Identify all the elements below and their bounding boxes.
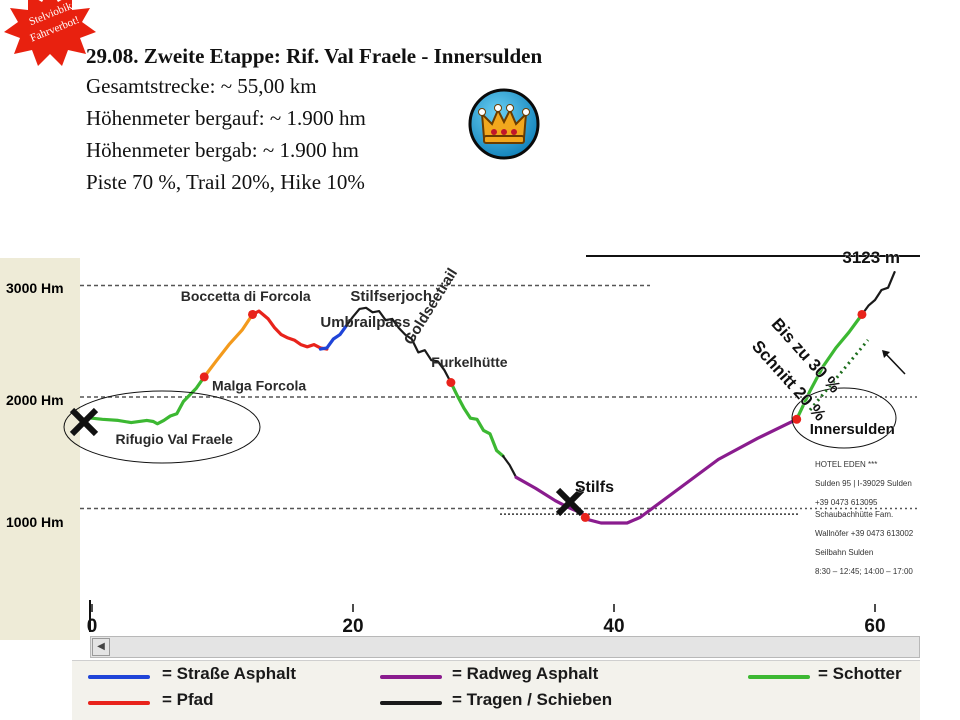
series-segment-9 [860,271,896,316]
legend-swatch-1 [380,675,442,679]
stat-ascent: Höhenmeter bergauf: ~ 1.900 hm [86,106,366,130]
stat-surface-mix: Piste 70 %, Trail 20%, Hike 10% [86,170,365,194]
crown-icon [468,88,540,160]
grid-lines [80,284,920,510]
series-segment-4 [345,306,452,384]
legend-label-2: = Schotter [818,664,902,683]
y-tick-label-1000: 1000 Hm [6,514,64,530]
series-segment-7 [514,417,799,525]
legend-label-4: = Tragen / Schieben [452,690,613,709]
waypoint-markers [199,309,867,522]
hotel-info-block: HOTEL EDEN *** Sulden 95 | I-39029 Sulden… [815,460,935,586]
x-tick-label-0: 0 [87,616,98,637]
x-axis-ticks: 0 20 40 60 [87,604,886,637]
series-segment-6 [502,455,518,479]
legend-swatch-3 [88,701,150,705]
hotel-info-line-4: Wallnöfer +39 0473 613002 [815,529,914,538]
annotation-1: Malga Forcola [212,377,306,393]
chart-frame [89,255,920,632]
chart-decorations [63,339,906,517]
legend-label-1: = Radweg Asphalt [452,664,599,683]
annotation-2: Rifugio Val Fraele [115,431,233,447]
hotel-info-line-1: Sulden 95 | I-39029 Sulden [815,479,912,488]
legend [72,660,920,720]
annotation-7: Stilfs [575,479,614,496]
legend-swatch-4 [380,701,442,705]
waypoint-marker-1 [248,309,258,319]
pointer-arrow [883,351,906,375]
legend-label-3: = Pfad [162,690,214,709]
hotel-info-line-0: HOTEL EDEN *** [815,460,878,469]
x-tick-label-40: 40 [603,616,624,637]
y-tick-label-2000: 2000 Hm [6,392,64,408]
hotel-info-line-6: 8:30 – 12:45; 14:00 – 17:00 [815,567,913,576]
x-tick-label-60: 60 [864,616,885,637]
waypoint-marker-5 [857,309,867,319]
hotel-info-line-5: Seilbahn Sulden [815,548,874,557]
profile-series [90,271,896,525]
waypoint-marker-0 [199,372,209,382]
stat-descent: Höhenmeter bergab: ~ 1.900 hm [86,138,359,162]
hotel-info-line-2: +39 0473 613095 [815,498,878,507]
waypoint-marker-4 [792,414,802,424]
y-tick-label-3000: 3000 Hm [6,280,64,296]
end-circle [791,387,897,449]
start-circle [63,390,261,464]
badge-starburst [4,0,96,66]
series-segment-5 [449,380,505,458]
annotation-0: Boccetta di Forcola [181,288,311,304]
series-segment-1 [202,312,255,379]
y-axis-panel [0,258,80,640]
annotation-5: Goldseetrail [401,265,461,348]
hotel-info-line-3: Schaubachhütte Fam. [815,510,894,519]
series-segment-2 [250,309,329,351]
start-cross-icon-b [69,407,99,437]
stage-title: 29.08. Zweite Etappe: Rif. Val Fraele - … [86,44,543,68]
legend-swatch-0 [88,675,150,679]
stat-distance: Gesamtstrecke: ~ 55,00 km [86,74,317,98]
series-segment-0 [90,375,206,426]
scroll-left-arrow-icon[interactable]: ◀ [92,638,110,656]
annotation-6: Furkelhütte [431,354,507,370]
waypoint-marker-3 [580,512,590,522]
stilfs-cross-icon-b [555,487,585,517]
annotation-4: Umbrailpass [320,314,410,331]
fahrverbot-badge: Stelviobike Fahrverbot! [4,0,96,66]
annotation-11: 3123 m [842,248,900,267]
pointer-arrow-head-icon [882,350,890,358]
waypoint-marker-2 [446,378,456,388]
legend-label-0: = Straße Asphalt [162,664,296,683]
x-tick-label-20: 20 [342,616,363,637]
annotation-3: Stilfserjoch [350,288,432,305]
annotation-10: Innersulden [810,421,895,438]
legend-items: = Straße Asphalt = Radweg Asphalt = Schott… [72,660,920,720]
legend-swatch-2 [748,675,810,679]
horizontal-scrollbar[interactable] [90,636,920,658]
series-segment-3 [318,324,349,351]
